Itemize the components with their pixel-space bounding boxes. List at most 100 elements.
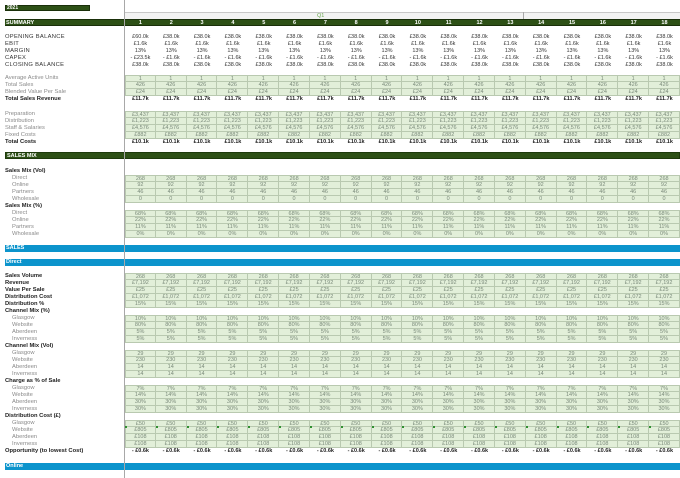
cell[interactable]: 0% — [649, 231, 680, 238]
cell[interactable]: 22% — [587, 217, 619, 224]
cell[interactable]: 1 — [587, 75, 619, 82]
cell[interactable]: £38.0k — [532, 34, 550, 40]
cell[interactable]: 0% — [464, 231, 495, 238]
month-header[interactable]: 14 — [538, 20, 545, 26]
cell[interactable]: £108 — [371, 441, 403, 448]
cell[interactable]: 68% — [279, 210, 310, 217]
cell[interactable]: 29 — [279, 350, 310, 357]
row-label[interactable]: Distribution % — [5, 301, 45, 307]
cell[interactable]: 1 — [525, 75, 557, 82]
cell[interactable]: 0 — [279, 196, 310, 203]
cell[interactable]: £38.0k — [193, 34, 211, 40]
cell[interactable]: 14 — [217, 364, 249, 371]
cell[interactable]: - £1.6k — [501, 55, 519, 61]
cell[interactable]: 15% — [494, 301, 526, 308]
cell[interactable]: 7% — [279, 385, 310, 392]
cell[interactable]: £1,072 — [587, 294, 619, 301]
cell[interactable]: £38.0k — [162, 34, 180, 40]
cell[interactable]: 1 — [556, 75, 588, 82]
cell[interactable]: £24 — [494, 89, 526, 96]
cell[interactable]: 268 — [587, 273, 619, 280]
cell[interactable]: £1.6k — [133, 41, 148, 47]
cell[interactable]: £10.1k — [625, 139, 643, 145]
cell[interactable]: £25 — [618, 287, 650, 294]
cell[interactable]: £108 — [279, 434, 310, 441]
cell[interactable]: 92 — [340, 182, 372, 189]
cell[interactable]: 426 — [464, 82, 495, 89]
cell[interactable]: 268 — [464, 273, 495, 280]
cell[interactable]: 14 — [340, 371, 372, 378]
cell[interactable]: 268 — [186, 273, 218, 280]
cell[interactable]: £50 — [248, 420, 280, 427]
cell[interactable]: 14 — [309, 371, 341, 378]
cell[interactable]: 92 — [433, 182, 465, 189]
cell[interactable]: £25 — [125, 287, 156, 294]
cell[interactable]: 80% — [494, 322, 526, 329]
cell[interactable]: 92 — [248, 182, 280, 189]
cell[interactable]: £11.7k — [502, 96, 519, 102]
cell[interactable]: 11% — [649, 224, 680, 231]
row-label[interactable]: CAPEX — [5, 55, 27, 61]
cell[interactable]: 11% — [371, 224, 403, 231]
month-header[interactable]: 3 — [200, 20, 204, 26]
row-label[interactable]: Inverness — [12, 441, 38, 447]
cell[interactable]: 11% — [494, 224, 526, 231]
cell[interactable]: 5% — [371, 329, 403, 336]
cell[interactable]: 11% — [464, 224, 495, 231]
cell[interactable]: 14% — [340, 392, 372, 399]
row-label[interactable]: Wholesale — [12, 196, 40, 202]
cell[interactable]: 30% — [587, 406, 619, 413]
cell[interactable]: 14 — [371, 371, 403, 378]
cell[interactable]: 46 — [494, 189, 526, 196]
cell[interactable]: £4,576 — [248, 125, 280, 132]
cell[interactable]: - £0.6k — [255, 448, 273, 454]
cell[interactable]: - £0.6k — [409, 448, 427, 454]
cell[interactable]: £1,072 — [340, 294, 372, 301]
cell[interactable]: 268 — [125, 175, 156, 182]
cell[interactable]: 80% — [217, 322, 249, 329]
cell[interactable]: 10% — [340, 315, 372, 322]
cell[interactable]: £38.0k — [594, 34, 612, 40]
cell[interactable]: £11.7k — [193, 96, 211, 102]
cell[interactable]: 14% — [186, 392, 218, 399]
cell[interactable]: £1,072 — [618, 294, 650, 301]
cell[interactable]: 230 — [494, 357, 526, 364]
cell[interactable]: £50 — [618, 420, 650, 427]
cell[interactable]: £38.0k — [255, 62, 272, 68]
cell[interactable]: - £0.6k — [470, 448, 489, 454]
cell[interactable]: £1,223 — [433, 118, 465, 125]
cell[interactable]: 0 — [587, 196, 619, 203]
cell[interactable]: 11% — [279, 224, 310, 231]
cell[interactable]: £1,072 — [309, 294, 341, 301]
cell[interactable]: £1,072 — [217, 294, 249, 301]
cell[interactable]: 46 — [340, 189, 372, 196]
cell[interactable]: 22% — [155, 217, 187, 224]
row-label[interactable]: Aberdeen — [12, 434, 38, 440]
cell[interactable]: 68% — [248, 210, 280, 217]
cell[interactable]: 30% — [125, 406, 156, 413]
cell[interactable]: £882 — [155, 132, 187, 139]
cell[interactable]: £805 — [125, 427, 156, 434]
row-label[interactable]: EBIT — [5, 41, 20, 47]
cell[interactable]: £805 — [464, 427, 495, 434]
cell[interactable]: - £1.6k — [532, 55, 550, 61]
cell[interactable]: 14 — [155, 364, 187, 371]
cell[interactable]: £50 — [279, 420, 310, 427]
cell[interactable]: 46 — [587, 189, 619, 196]
cell[interactable]: 30% — [340, 406, 372, 413]
cell[interactable]: 1 — [248, 75, 280, 82]
cell[interactable]: 22% — [340, 217, 372, 224]
cell[interactable]: 5% — [279, 336, 310, 343]
summary-header-row[interactable]: SUMMARY 1 2 3 4 5 6 7 8 9 10 11 12 13 14 15 16 17 18 — [5, 19, 680, 26]
cell[interactable]: £50 — [340, 420, 372, 427]
cell[interactable]: 0% — [186, 231, 218, 238]
cell[interactable]: 7% — [525, 385, 557, 392]
cell[interactable]: 7% — [217, 385, 249, 392]
cell[interactable]: 0% — [494, 231, 526, 238]
cell[interactable]: 14 — [340, 364, 372, 371]
cell[interactable]: £38.0k — [440, 62, 457, 68]
cell[interactable]: - £0.6k — [162, 448, 180, 454]
cell[interactable]: - £0.6k — [224, 448, 242, 454]
cell[interactable]: 0% — [340, 231, 372, 238]
cell[interactable]: 426 — [433, 82, 465, 89]
